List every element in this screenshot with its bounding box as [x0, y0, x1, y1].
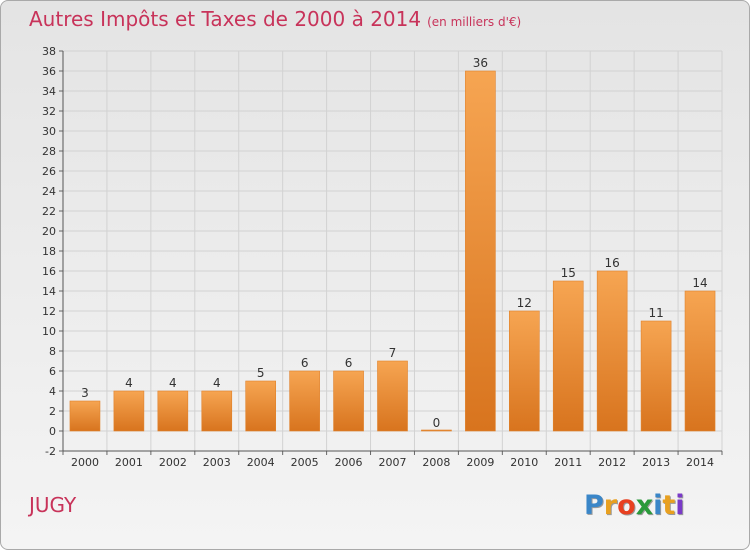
y-tick-label: 16 — [42, 265, 56, 278]
bar — [465, 70, 496, 432]
bar — [640, 320, 672, 432]
logo-letter: o — [617, 490, 636, 521]
x-tick-label: 2002 — [159, 456, 187, 469]
x-tick-label: 2014 — [686, 456, 714, 469]
logo-letter: i — [675, 490, 685, 521]
bar — [245, 380, 276, 432]
bar — [333, 370, 364, 432]
bar-value-label: 7 — [389, 346, 397, 360]
x-tick-label: 2008 — [422, 456, 450, 469]
x-tick-label: 2011 — [554, 456, 582, 469]
bar-value-label: 4 — [213, 376, 221, 390]
y-tick-label: 10 — [42, 325, 56, 338]
y-tick-label: 14 — [42, 285, 56, 298]
y-tick-label: 22 — [42, 205, 56, 218]
bar — [289, 370, 320, 432]
bar — [508, 310, 540, 432]
y-tick-label: 26 — [42, 165, 56, 178]
y-tick-label: 12 — [42, 305, 56, 318]
y-tick-label: -2 — [45, 445, 56, 458]
x-tick-label: 2006 — [335, 456, 363, 469]
proxiti-logo: Proxiti — [584, 490, 685, 521]
y-tick-label: 18 — [42, 245, 56, 258]
x-tick-label: 2000 — [71, 456, 99, 469]
x-tick-label: 2013 — [642, 456, 670, 469]
bar-labels: 3 4 4 4 5 6 6 7 0 36 12 15 16 11 14 — [81, 56, 708, 430]
bar-value-label: 6 — [345, 356, 353, 370]
bar-value-label: 4 — [169, 376, 177, 390]
y-tick-label: 28 — [42, 145, 56, 158]
y-tick-label: 38 — [42, 45, 56, 58]
commune-name: JUGY — [29, 493, 77, 517]
bar-value-label: 5 — [257, 366, 265, 380]
y-tick-label: 34 — [42, 85, 56, 98]
chart-title: Autres Impôts et Taxes de 2000 à 2014 (en… — [29, 7, 521, 31]
bar-value-label: 6 — [301, 356, 309, 370]
bar — [201, 390, 233, 432]
bar — [377, 360, 408, 432]
axes: -202468101214161820222426283032343638200… — [42, 45, 723, 469]
y-tick-label: 32 — [42, 105, 56, 118]
x-tick-label: 2012 — [598, 456, 626, 469]
x-tick-label: 2007 — [379, 456, 407, 469]
bar-value-label: 12 — [517, 296, 532, 310]
x-tick-label: 2004 — [247, 456, 275, 469]
y-tick-label: 6 — [49, 365, 56, 378]
bar — [596, 270, 628, 432]
bar — [157, 390, 189, 432]
logo-letter: x — [635, 490, 654, 521]
chart-unit: (en milliers d'€) — [427, 15, 522, 29]
y-tick-label: 30 — [42, 125, 56, 138]
y-tick-label: 2 — [49, 405, 56, 418]
bar — [421, 429, 452, 432]
y-tick-label: 36 — [42, 65, 56, 78]
y-tick-label: 24 — [42, 185, 56, 198]
bar-value-label: 15 — [561, 266, 576, 280]
bar — [113, 390, 145, 432]
bars — [69, 70, 716, 432]
logo-letter: P — [584, 490, 604, 521]
bar — [552, 280, 584, 432]
x-tick-label: 2003 — [203, 456, 231, 469]
x-tick-label: 2001 — [115, 456, 143, 469]
bar — [69, 400, 101, 432]
logo-letter: r — [603, 490, 618, 521]
bar-value-label: 0 — [433, 416, 441, 430]
bar-value-label: 4 — [125, 376, 133, 390]
bar-value-label: 16 — [605, 256, 620, 270]
x-tick-label: 2005 — [291, 456, 319, 469]
y-tick-label: 0 — [49, 425, 56, 438]
bar — [684, 290, 716, 432]
y-tick-label: 20 — [42, 225, 56, 238]
chart-title-text: Autres Impôts et Taxes de 2000 à 2014 — [29, 7, 422, 31]
x-tick-label: 2009 — [466, 456, 494, 469]
x-tick-label: 2010 — [510, 456, 538, 469]
y-tick-label: 4 — [49, 385, 56, 398]
bar-value-label: 14 — [692, 276, 707, 290]
logo-letter: t — [662, 490, 676, 521]
y-tick-label: 8 — [49, 345, 56, 358]
bar-value-label: 11 — [648, 306, 663, 320]
bar-value-label: 3 — [81, 386, 89, 400]
bar-value-label: 36 — [473, 56, 488, 70]
logo-letter: i — [653, 490, 663, 521]
